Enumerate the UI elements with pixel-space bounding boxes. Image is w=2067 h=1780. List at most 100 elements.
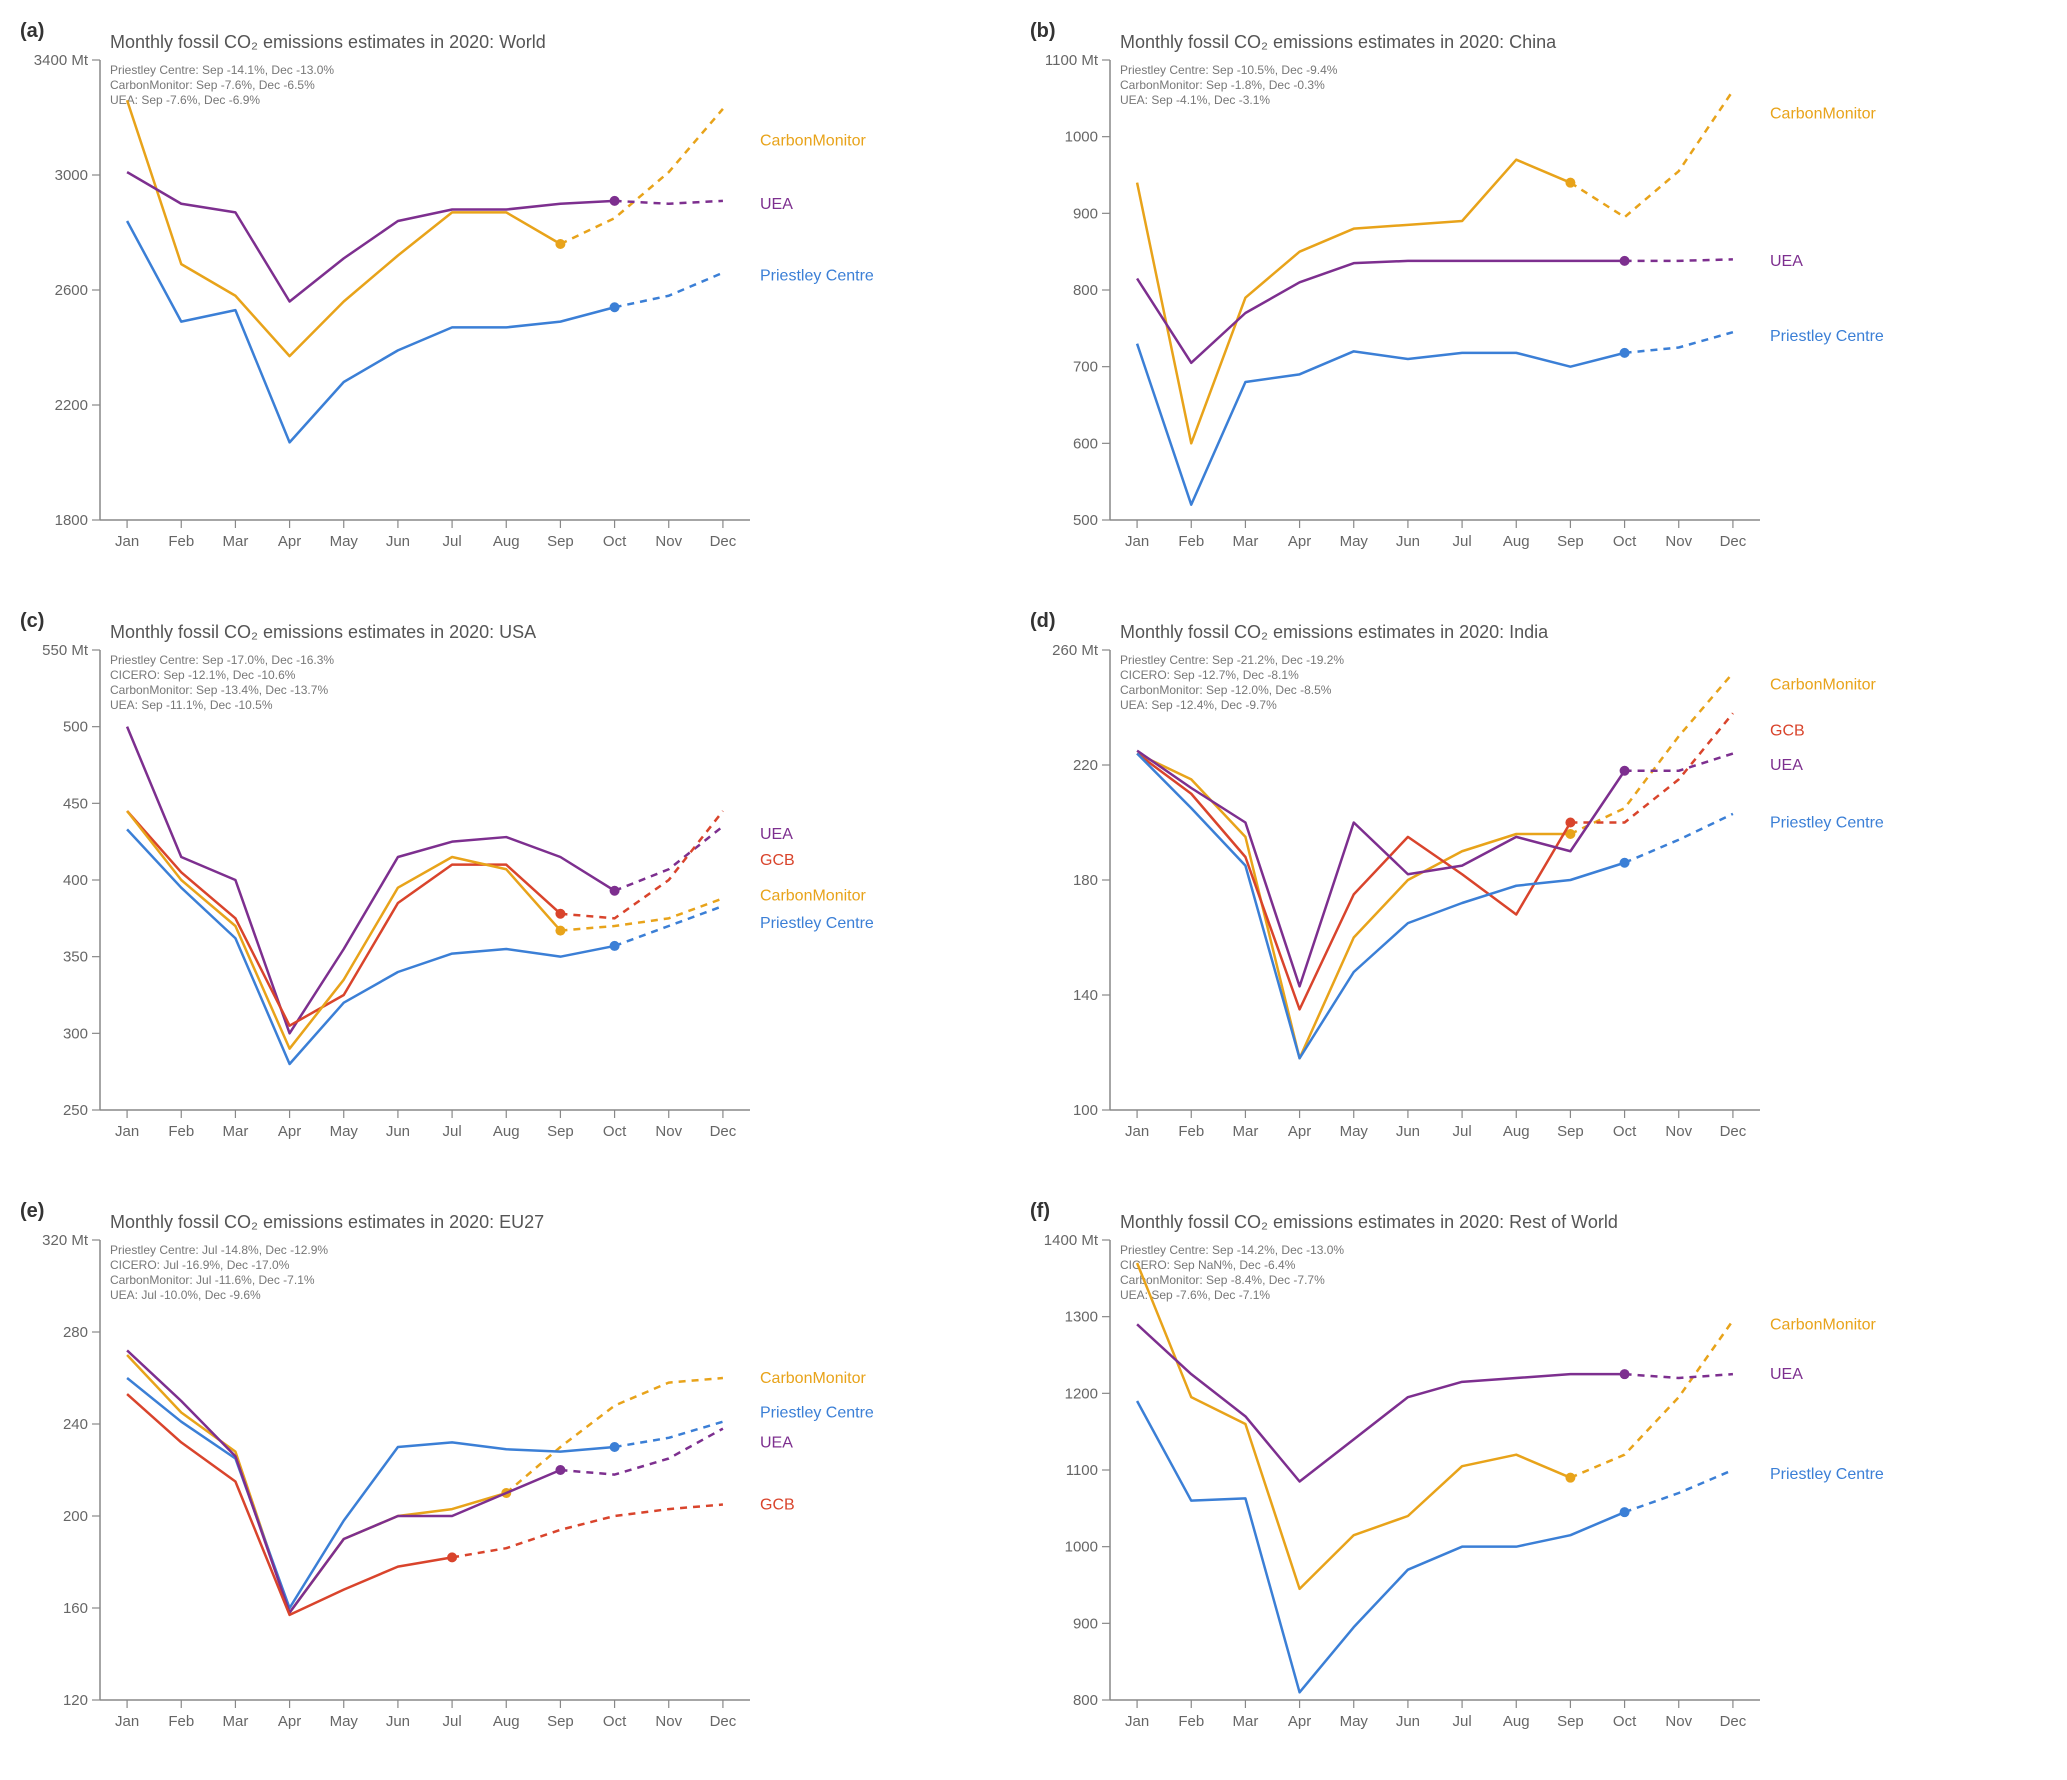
chart-title: Monthly fossil CO₂ emissions estimates i… [1120,1212,1618,1232]
y-tick-label: 220 [1073,757,1098,774]
series-line-solid [1137,344,1624,505]
series-marker [1565,818,1575,828]
series-line-dashed [615,273,723,308]
y-tick-label: 900 [1073,205,1098,222]
x-tick-label: Aug [493,1713,520,1730]
chart-svg: 120160200240280320 MtJanFebMarAprMayJunJ… [20,1200,980,1760]
x-tick-label: Feb [168,1123,194,1140]
y-tick-label: 1100 Mt [1045,52,1099,69]
chart-note: CarbonMonitor: Sep -8.4%, Dec -7.7% [1120,1273,1325,1287]
x-tick-label: Jan [115,1713,139,1730]
series-label: Priestley Centre [760,915,874,932]
series-label: CarbonMonitor [760,133,867,150]
chart-panel: (a)18002200260030003400 MtJanFebMarAprMa… [20,20,990,580]
x-tick-label: Jan [1125,1713,1149,1730]
x-tick-label: Apr [1288,1713,1311,1730]
y-tick-label: 280 [63,1324,88,1341]
x-tick-label: Jan [115,533,139,550]
chart-note: CarbonMonitor: Sep -1.8%, Dec -0.3% [1120,78,1325,92]
panel-letter: (e) [20,1200,44,1223]
series-line-dashed [615,906,723,946]
x-tick-label: Jan [1125,1123,1149,1140]
x-tick-label: Jul [442,1713,461,1730]
y-tick-label: 1000 [1065,1539,1098,1556]
series-line-dashed [1625,1374,1733,1378]
x-tick-label: Oct [1613,1123,1637,1140]
x-tick-label: May [330,533,359,550]
x-tick-label: Oct [603,1123,627,1140]
series-line-dashed [1625,332,1733,353]
x-tick-label: Jun [1396,1123,1420,1140]
series-line-solid [127,811,560,1026]
series-label: CarbonMonitor [1770,106,1877,123]
panel-letter: (d) [1030,610,1056,633]
series-line-solid [127,1378,614,1608]
x-tick-label: Dec [710,1713,737,1730]
series-marker [555,1465,565,1475]
series-marker [1565,1473,1575,1483]
chart-panel: (b)50060070080090010001100 MtJanFebMarAp… [1030,20,2000,580]
panel-letter: (a) [20,20,44,43]
series-line-solid [1137,1324,1624,1481]
x-tick-label: Feb [1178,533,1204,550]
chart-note: CICERO: Sep -12.1%, Dec -10.6% [110,668,296,682]
x-tick-label: Jul [442,1123,461,1140]
series-marker [555,239,565,249]
series-label: UEA [1770,757,1803,774]
x-tick-label: Feb [1178,1713,1204,1730]
y-tick-label: 1000 [1065,129,1098,146]
x-tick-label: Apr [278,1123,301,1140]
x-tick-label: Jul [1452,1713,1471,1730]
chart-title: Monthly fossil CO₂ emissions estimates i… [110,622,536,642]
x-tick-label: Jan [115,1123,139,1140]
series-marker [610,196,620,206]
y-tick-label: 800 [1073,1692,1098,1709]
chart-title: Monthly fossil CO₂ emissions estimates i… [110,1212,544,1232]
x-tick-label: Mar [222,533,248,550]
x-tick-label: Feb [168,1713,194,1730]
series-label: Priestley Centre [1770,815,1884,832]
x-tick-label: Nov [1665,1713,1692,1730]
series-marker [555,909,565,919]
series-label: GCB [1770,723,1805,740]
panel-letter: (b) [1030,20,1056,43]
series-line-dashed [1570,713,1733,822]
chart-note: CICERO: Sep -12.7%, Dec -8.1% [1120,668,1299,682]
series-marker [1620,1507,1630,1517]
x-tick-label: Jul [1452,533,1471,550]
series-line-solid [127,172,614,301]
x-tick-label: Apr [278,1713,301,1730]
chart-note: CarbonMonitor: Sep -13.4%, Dec -13.7% [110,683,328,697]
series-line-dashed [452,1505,723,1558]
series-label: UEA [1770,1366,1803,1383]
series-label: Priestley Centre [1770,1466,1884,1483]
x-tick-label: May [1340,1713,1369,1730]
chart-note: CarbonMonitor: Sep -12.0%, Dec -8.5% [1120,683,1332,697]
x-tick-label: Aug [493,533,520,550]
series-line-solid [1137,751,1624,987]
chart-note: CICERO: Sep NaN%, Dec -6.4% [1120,1258,1296,1272]
x-tick-label: Oct [603,1713,627,1730]
chart-note: CICERO: Jul -16.9%, Dec -17.0% [110,1258,290,1272]
x-tick-label: May [1340,533,1369,550]
x-tick-label: Dec [710,533,737,550]
chart-panel: (f)80090010001100120013001400 MtJanFebMa… [1030,1200,2000,1760]
x-tick-label: Mar [222,1123,248,1140]
y-tick-label: 140 [1073,987,1098,1004]
x-tick-label: Apr [1288,533,1311,550]
x-tick-label: Feb [168,533,194,550]
series-line-dashed [1570,673,1733,834]
series-line-dashed [615,1422,723,1447]
series-line-solid [127,221,614,442]
x-tick-label: Oct [1613,1713,1637,1730]
series-marker [610,886,620,896]
y-tick-label: 1400 Mt [1044,1232,1099,1249]
series-marker [1620,256,1630,266]
x-tick-label: Sep [1557,1123,1584,1140]
series-label: GCB [760,1497,795,1514]
chart-note: Priestley Centre: Sep -17.0%, Dec -16.3% [110,653,334,667]
chart-note: UEA: Sep -12.4%, Dec -9.7% [1120,698,1277,712]
x-tick-label: Mar [1232,533,1258,550]
chart-svg: 250300350400450500550 MtJanFebMarAprMayJ… [20,610,980,1170]
series-label: CarbonMonitor [1770,677,1877,694]
